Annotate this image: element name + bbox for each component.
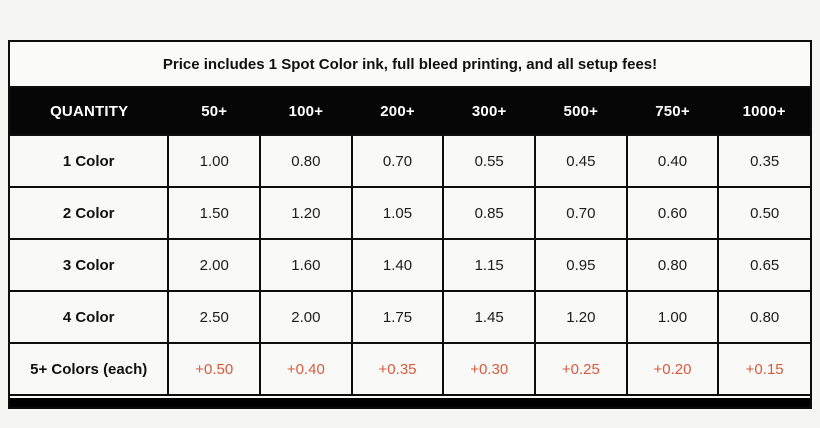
price-cell: 0.85 [442, 186, 537, 240]
price-cell: +0.20 [625, 342, 720, 396]
price-cell: 0.80 [717, 290, 810, 344]
price-cell: 1.60 [259, 238, 353, 292]
price-cell: 0.70 [350, 134, 445, 188]
row-label: 2 Color [10, 186, 170, 240]
column-header-200plus: 200+ [351, 88, 444, 135]
price-cell: 1.75 [350, 290, 445, 344]
price-cell: 1.20 [534, 290, 628, 344]
price-cell: +0.50 [167, 342, 262, 396]
price-cell: 1.15 [442, 238, 537, 292]
price-cell: 0.60 [625, 186, 720, 240]
price-cell: 0.40 [625, 134, 720, 188]
header-row: QUANTITY 50+ 100+ 200+ 300+ 500+ 750+ 1000+ [10, 88, 810, 135]
table-row: 2 Color 1.50 1.20 1.05 0.85 0.70 0.60 0.50 [10, 186, 810, 240]
column-header-500plus: 500+ [535, 88, 627, 135]
pricing-table-frame: Price includes 1 Spot Color ink, full bl… [8, 40, 812, 409]
price-cell: 1.50 [167, 186, 262, 240]
column-header-quantity: QUANTITY [10, 88, 169, 135]
price-cell: 0.45 [534, 134, 628, 188]
price-cell: 1.05 [350, 186, 445, 240]
price-cell: 0.95 [534, 238, 628, 292]
row-label: 4 Color [10, 290, 170, 344]
table-row: 5+ Colors (each) +0.50 +0.40 +0.35 +0.30 +0.2… [10, 342, 810, 396]
price-cell: 0.70 [534, 186, 628, 240]
price-cell: +0.40 [259, 342, 353, 396]
price-cell: +0.35 [350, 342, 445, 396]
price-cell: 0.80 [625, 238, 720, 292]
price-cell: +0.25 [534, 342, 628, 396]
column-header-1000plus: 1000+ [718, 88, 810, 135]
row-label: 1 Color [10, 134, 170, 188]
price-cell: 0.50 [717, 186, 810, 240]
table-bottom-bar [10, 398, 810, 407]
price-cell: 0.65 [717, 238, 810, 292]
column-header-100plus: 100+ [260, 88, 352, 135]
column-header-50plus: 50+ [168, 88, 261, 135]
price-cell: 0.55 [442, 134, 537, 188]
price-cell: +0.30 [442, 342, 537, 396]
row-label: 5+ Colors (each) [10, 342, 170, 396]
price-cell: 2.00 [167, 238, 262, 292]
column-header-750plus: 750+ [626, 88, 719, 135]
price-cell: +0.15 [717, 342, 810, 396]
price-cell: 1.45 [442, 290, 537, 344]
price-cell: 0.35 [717, 134, 810, 188]
price-cell: 1.40 [350, 238, 445, 292]
price-cell: 1.20 [259, 186, 353, 240]
price-cell: 2.50 [167, 290, 262, 344]
table-row: 4 Color 2.50 2.00 1.75 1.45 1.20 1.00 0.80 [10, 290, 810, 344]
column-header-300plus: 300+ [443, 88, 536, 135]
pricing-table: Price includes 1 Spot Color ink, full bl… [10, 42, 810, 396]
price-cell: 2.00 [259, 290, 353, 344]
price-cell: 0.80 [259, 134, 353, 188]
price-cell: 1.00 [167, 134, 262, 188]
table-body: 1 Color 1.00 0.80 0.70 0.55 0.45 0.40 0.35 2 Col… [10, 134, 810, 396]
row-label: 3 Color [10, 238, 170, 292]
table-row: 1 Color 1.00 0.80 0.70 0.55 0.45 0.40 0.35 [10, 134, 810, 188]
price-cell: 1.00 [625, 290, 720, 344]
table-caption: Price includes 1 Spot Color ink, full bl… [10, 42, 810, 88]
table-row: 3 Color 2.00 1.60 1.40 1.15 0.95 0.80 0.65 [10, 238, 810, 292]
